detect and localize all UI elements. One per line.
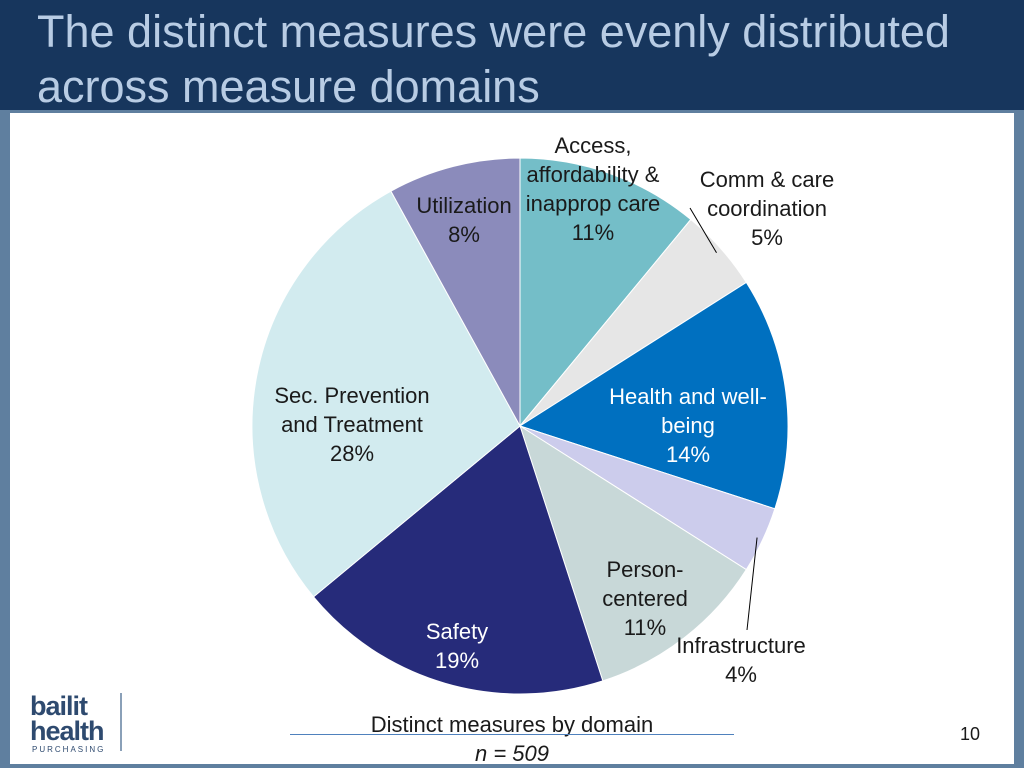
page-number: 10	[960, 724, 981, 744]
caption-underline	[290, 734, 734, 735]
pie-slice-access-affordability-inapprop-care	[519, 157, 692, 428]
leader-line-infrastructure	[746, 537, 758, 631]
slide-title: The distinct measures were evenly distri…	[37, 6, 950, 112]
label-comm-care: Comm & care coordination 5%	[699, 167, 835, 250]
pie-slice-utilization	[390, 157, 521, 427]
label-safety: Safety 19%	[425, 619, 489, 673]
label-sec-prevention: Sec. Prevention and Treatment 28%	[274, 383, 430, 466]
label-person-centered: Person- centered 11%	[602, 557, 688, 640]
chart-caption: Distinct measures by domain n = 509	[290, 710, 734, 768]
label-utilization: Utilization 8%	[416, 193, 512, 247]
sample-size: n = 509	[474, 741, 549, 766]
logo-word-1: bailit	[30, 691, 88, 721]
label-health-wellbeing: Health and well- being 14%	[609, 384, 767, 467]
pie-slice-health-and-well-being	[518, 281, 789, 510]
pie-slice-sec-prevention-and-treatment	[251, 190, 521, 598]
label-access: Access, affordability & inapprop care 11…	[525, 133, 661, 245]
title-bar: The distinct measures were evenly distri…	[0, 0, 1024, 112]
bailit-logo: bailit health PURCHASING	[30, 693, 130, 755]
logo-word-2: health	[30, 716, 105, 746]
pie-slice-safety	[312, 425, 604, 695]
logo-divider	[120, 693, 122, 751]
pie-slice-person-centered	[519, 424, 747, 682]
chart-title: Distinct measures by domain	[370, 712, 654, 737]
label-infrastructure: Infrastructure 4%	[676, 633, 806, 687]
logo-subtitle: PURCHASING	[32, 745, 106, 754]
leader-line-comm-care-coordination	[689, 207, 717, 253]
